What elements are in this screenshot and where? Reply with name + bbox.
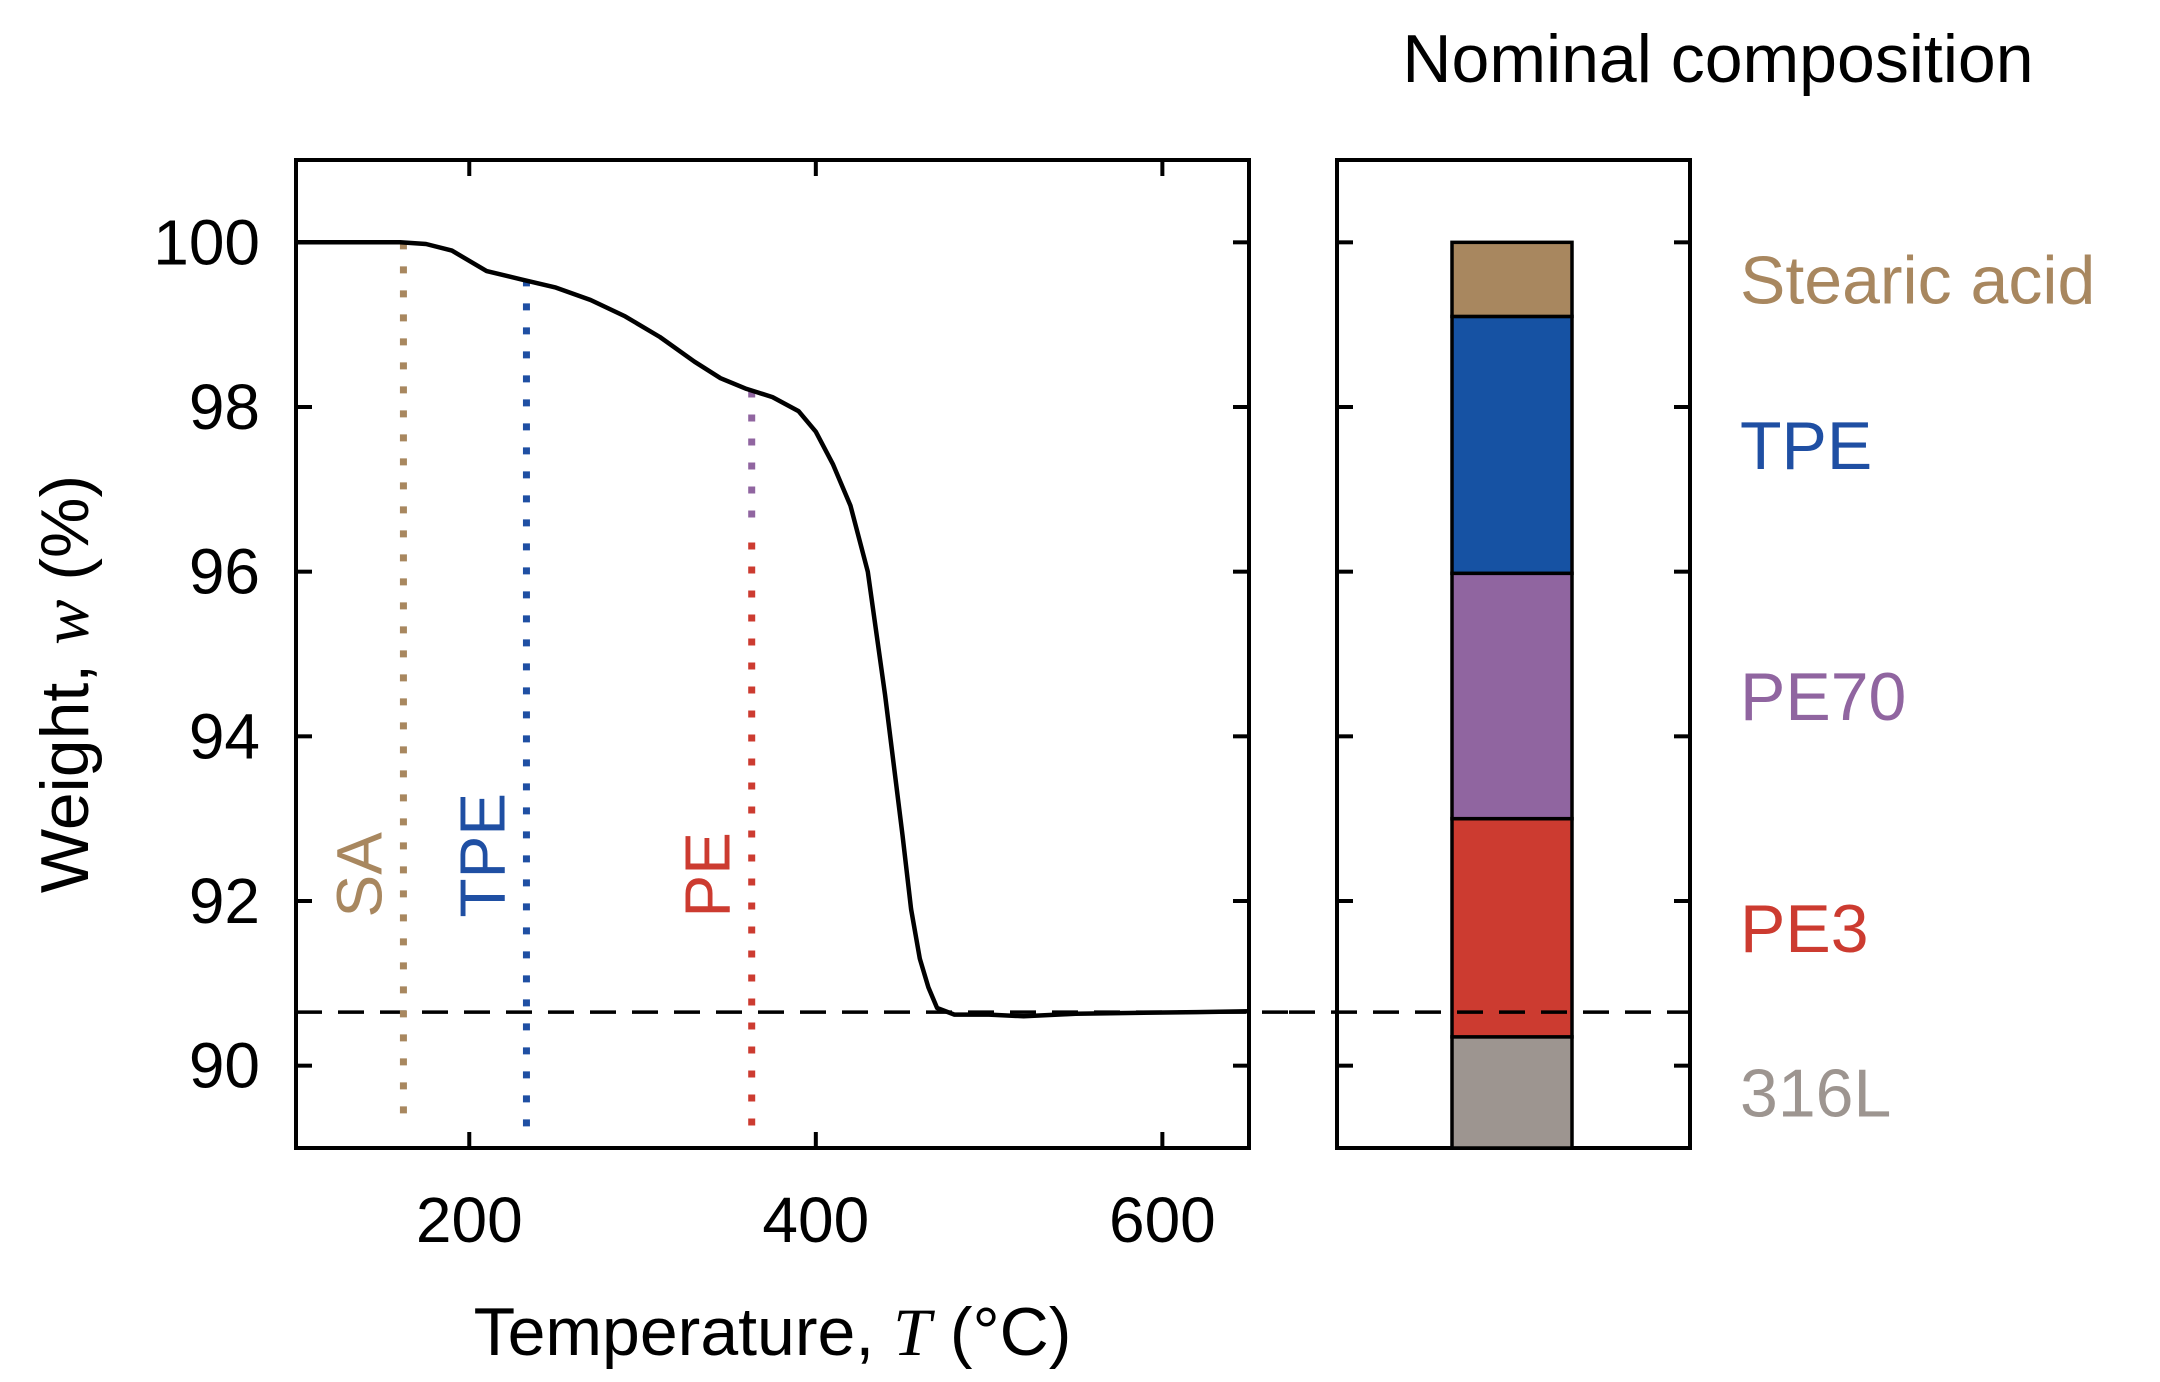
composition-segment-pe3	[1450, 816, 1574, 1039]
main-plot: 90 92 94 96 98 100 200 400 600 Temperature, T (°C…	[27, 158, 1289, 1370]
y-tick-label: 90	[189, 1030, 260, 1102]
x-tick-label: 400	[762, 1184, 869, 1256]
composition-label-tpe: TPE	[1740, 408, 1872, 484]
composition-segment-stearic-acid	[1450, 240, 1574, 319]
marker-label-tpe: TPE	[446, 793, 518, 917]
y-tick-label: 92	[189, 865, 260, 937]
x-tick-label: 200	[416, 1184, 523, 1256]
composition-segment-316l	[1450, 1035, 1574, 1150]
y-tick-label: 98	[189, 371, 260, 443]
y-axis-unit: (%)	[27, 475, 103, 600]
composition-segment-tpe	[1450, 314, 1574, 576]
y-axis-symbol: w	[27, 600, 103, 645]
composition-title: Nominal composition	[1402, 21, 2033, 97]
y-axis-title-text: Weight,	[27, 645, 103, 893]
composition-label-pe3: PE3	[1740, 891, 1869, 967]
y-tick-label: 96	[189, 536, 260, 608]
y-tick-label: 100	[153, 206, 260, 278]
composition-label-316l: 316L	[1740, 1055, 1891, 1131]
y-axis-title: Weight, w (%)	[27, 475, 103, 893]
composition-segment-pe70	[1450, 571, 1574, 821]
y-tick-label: 94	[189, 700, 260, 772]
marker-label-sa: SA	[323, 832, 395, 918]
x-tick-label: 600	[1109, 1184, 1216, 1256]
marker-label-pe: PE	[672, 832, 744, 917]
x-axis-title-text: Temperature,	[474, 1294, 894, 1370]
composition-label-pe70: PE70	[1740, 659, 1906, 735]
main-plot-frame	[294, 158, 1251, 1150]
composition-plot: Nominal composition 316L PE3 PE70 TPE Stearic…	[1289, 21, 2095, 1150]
x-axis-symbol: T	[893, 1294, 935, 1370]
x-axis-unit: (°C)	[931, 1294, 1071, 1370]
composition-label-stearic-acid: Stearic acid	[1740, 242, 2095, 318]
tga-curve-line	[296, 240, 1250, 1019]
x-axis-title: Temperature, T (°C)	[474, 1294, 1072, 1370]
